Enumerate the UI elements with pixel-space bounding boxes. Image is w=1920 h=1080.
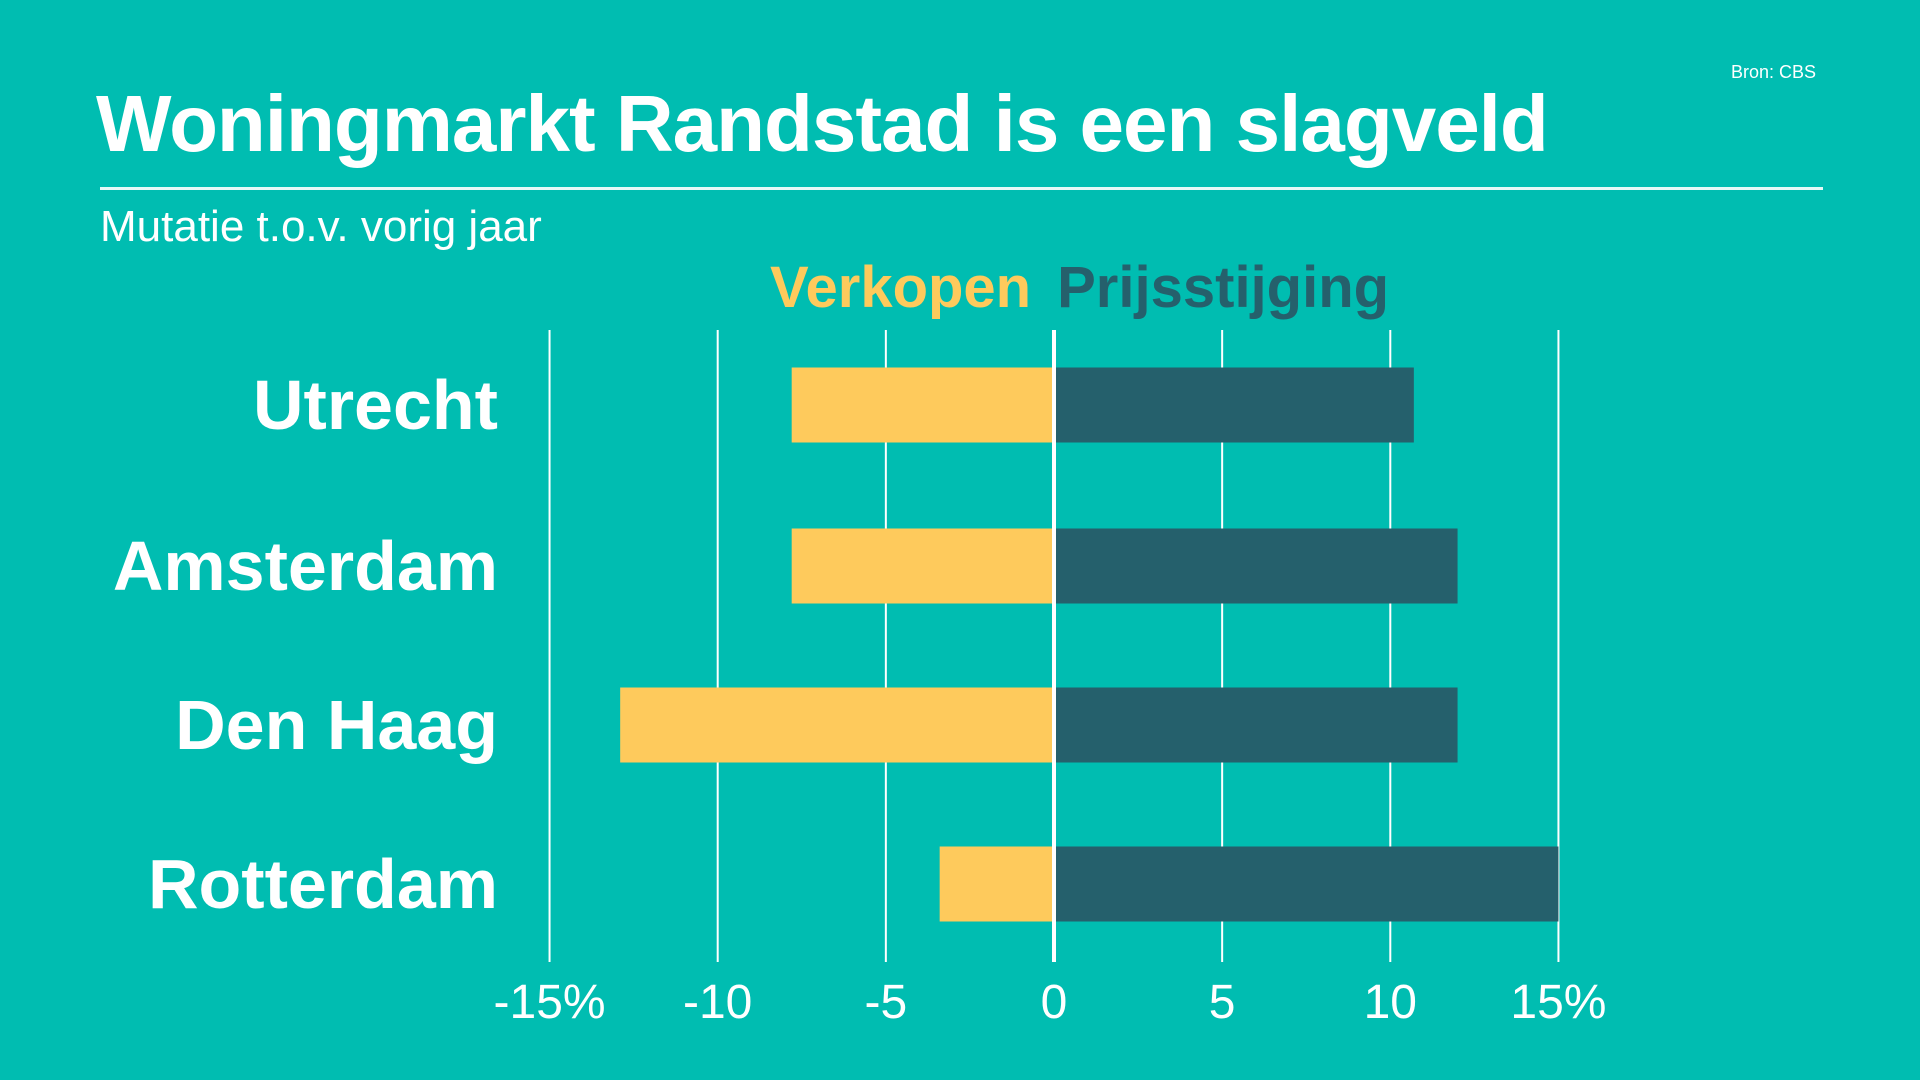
x-tick-label: -15%	[494, 976, 606, 1029]
bar-verkopen-amsterdam	[791, 528, 1054, 604]
title-divider	[100, 187, 1823, 190]
legend-prijsstijging: Prijsstijging	[1057, 255, 1390, 320]
bar-verkopen-rotterdam	[939, 846, 1054, 922]
bar-prijsstijging-amsterdam	[1054, 528, 1458, 604]
x-tick-label: 10	[1364, 976, 1417, 1029]
chart-title: Woningmarkt Randstad is een slagveld	[96, 79, 1549, 168]
bar-verkopen-den-haag	[620, 687, 1054, 763]
legend: Verkopen Prijsstijging	[770, 254, 1415, 321]
x-tick-label: -5	[865, 976, 908, 1029]
x-tick-label: -10	[683, 976, 752, 1029]
category-label: Rotterdam	[148, 845, 498, 923]
x-tick-label: 15%	[1510, 976, 1606, 1029]
bar-prijsstijging-rotterdam	[1054, 846, 1559, 922]
category-label: Den Haag	[175, 686, 498, 764]
bar-verkopen-utrecht	[791, 367, 1054, 443]
source-note: Bron: CBS	[1731, 62, 1817, 82]
category-label: Utrecht	[253, 366, 498, 444]
chart-subtitle: Mutatie t.o.v. vorig jaar	[100, 202, 542, 251]
category-label: Amsterdam	[113, 527, 498, 605]
bar-prijsstijging-den-haag	[1054, 687, 1458, 763]
x-tick-label: 0	[1041, 976, 1068, 1029]
x-tick-label: 5	[1209, 976, 1236, 1029]
bar-prijsstijging-utrecht	[1054, 367, 1414, 443]
legend-verkopen: Verkopen	[770, 255, 1032, 320]
